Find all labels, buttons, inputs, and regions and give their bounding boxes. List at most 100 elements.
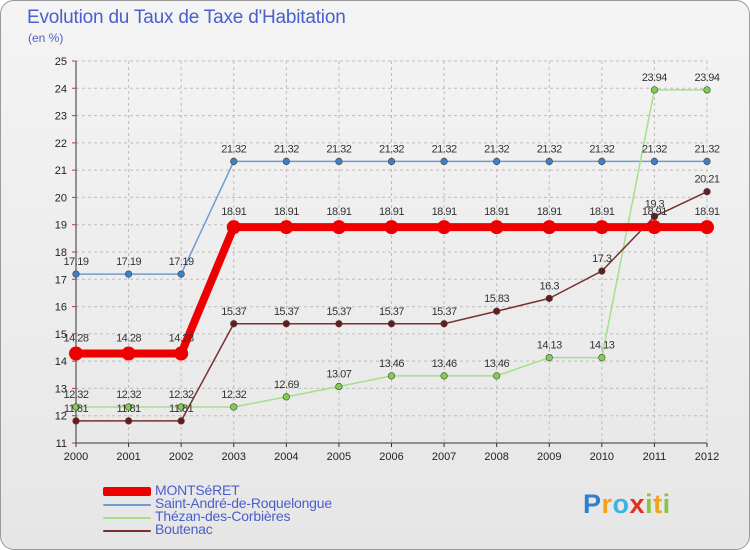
data-point bbox=[493, 372, 501, 380]
y-tick-label: 16 bbox=[55, 302, 67, 314]
data-label: 15.37 bbox=[379, 306, 404, 318]
x-tick-label: 2003 bbox=[222, 451, 246, 463]
data-label: 21.32 bbox=[274, 143, 299, 155]
data-label: 14.13 bbox=[589, 340, 614, 352]
data-point bbox=[174, 346, 189, 361]
data-label: 12.69 bbox=[274, 379, 299, 391]
y-tick-label: 22 bbox=[55, 138, 67, 150]
data-label: 13.46 bbox=[484, 358, 509, 370]
data-label: 15.37 bbox=[326, 306, 351, 318]
data-point bbox=[542, 220, 557, 235]
data-point bbox=[703, 86, 711, 94]
data-label: 18.91 bbox=[432, 206, 457, 218]
data-point bbox=[72, 270, 80, 278]
data-point bbox=[545, 294, 553, 302]
data-point bbox=[437, 220, 452, 235]
data-label: 16.3 bbox=[540, 280, 560, 292]
x-tick-label: 2006 bbox=[379, 451, 403, 463]
data-point bbox=[703, 188, 711, 196]
y-tick-label: 17 bbox=[55, 274, 67, 286]
data-label: 11.81 bbox=[64, 403, 89, 415]
data-point bbox=[124, 270, 133, 278]
logo-letter: P bbox=[583, 489, 602, 519]
data-label: 14.28 bbox=[169, 333, 194, 345]
y-tick-label: 19 bbox=[55, 220, 67, 232]
data-label: 23.94 bbox=[642, 72, 667, 84]
data-point bbox=[282, 393, 290, 401]
data-point bbox=[387, 157, 396, 166]
data-point bbox=[650, 86, 659, 94]
chart-subtitle: (en %) bbox=[28, 31, 64, 45]
data-point bbox=[335, 157, 343, 166]
logo-letter: x bbox=[629, 489, 646, 519]
data-label: 21.32 bbox=[326, 143, 351, 155]
data-label: 17.19 bbox=[116, 256, 141, 268]
x-tick-label: 2008 bbox=[484, 451, 508, 463]
data-point bbox=[387, 320, 396, 328]
logo-letter: t bbox=[653, 489, 663, 519]
data-point bbox=[545, 353, 553, 362]
data-label: 12.32 bbox=[169, 389, 194, 401]
data-label: 15.83 bbox=[484, 293, 509, 305]
x-tick-label: 2000 bbox=[64, 451, 88, 463]
data-label: 14.28 bbox=[63, 333, 88, 345]
legend-label-thezan: Thézan-des-Corbières bbox=[155, 508, 291, 524]
data-label: 17.19 bbox=[63, 256, 88, 268]
data-point bbox=[493, 157, 501, 166]
y-tick-label: 13 bbox=[55, 383, 67, 395]
data-label: 19.3 bbox=[645, 199, 665, 211]
y-tick-label: 14 bbox=[55, 356, 67, 368]
data-point bbox=[703, 157, 711, 166]
data-label: 18.91 bbox=[326, 206, 351, 218]
data-label: 18.91 bbox=[642, 206, 667, 218]
x-tick-label: 2009 bbox=[537, 451, 561, 463]
data-point bbox=[121, 346, 136, 361]
data-label: 21.32 bbox=[537, 143, 562, 155]
data-point bbox=[493, 307, 501, 315]
data-label: 18.91 bbox=[694, 206, 719, 218]
data-label: 14.28 bbox=[116, 333, 141, 345]
data-point bbox=[545, 157, 553, 166]
data-point bbox=[647, 220, 662, 235]
data-point bbox=[72, 403, 80, 411]
y-tick-label: 24 bbox=[55, 83, 67, 95]
data-point bbox=[598, 157, 606, 166]
data-point bbox=[69, 346, 83, 361]
data-point bbox=[594, 220, 609, 235]
data-label: 21.32 bbox=[484, 143, 509, 155]
data-point bbox=[177, 403, 185, 411]
data-point bbox=[124, 403, 133, 411]
data-label: 18.91 bbox=[379, 206, 404, 218]
data-point bbox=[598, 353, 606, 362]
chart-title: Evolution du Taux de Taxe d'Habitation bbox=[27, 7, 346, 28]
y-tick-label: 12 bbox=[55, 411, 67, 423]
x-tick-label: 2005 bbox=[327, 451, 351, 463]
data-point bbox=[440, 320, 448, 328]
data-point bbox=[72, 417, 80, 425]
data-label: 21.32 bbox=[589, 143, 614, 155]
data-point bbox=[177, 270, 185, 278]
data-point bbox=[650, 212, 659, 221]
legend-label-saint-andre: Saint-André-de-Roquelongue bbox=[155, 495, 332, 511]
data-label: 20.21 bbox=[694, 174, 719, 186]
data-label: 15.37 bbox=[432, 306, 457, 318]
data-label: 17.3 bbox=[592, 253, 612, 265]
y-tick-label: 25 bbox=[55, 56, 67, 68]
data-label: 21.32 bbox=[432, 143, 457, 155]
x-tick-label: 2002 bbox=[169, 451, 193, 463]
data-point bbox=[230, 320, 238, 328]
legend-label-boutenac: Boutenac bbox=[155, 521, 213, 537]
data-point bbox=[230, 157, 238, 166]
y-tick-label: 23 bbox=[55, 111, 67, 123]
data-point bbox=[387, 372, 396, 380]
x-tick-label: 2001 bbox=[116, 451, 140, 463]
data-label: 18.91 bbox=[484, 206, 509, 218]
data-point bbox=[282, 157, 290, 166]
logo-letter: i bbox=[662, 489, 671, 519]
x-tick-label: 2010 bbox=[590, 451, 614, 463]
data-label: 14.13 bbox=[537, 340, 562, 352]
data-point bbox=[335, 320, 343, 328]
proxiti-logo: Proxiti bbox=[583, 489, 671, 520]
